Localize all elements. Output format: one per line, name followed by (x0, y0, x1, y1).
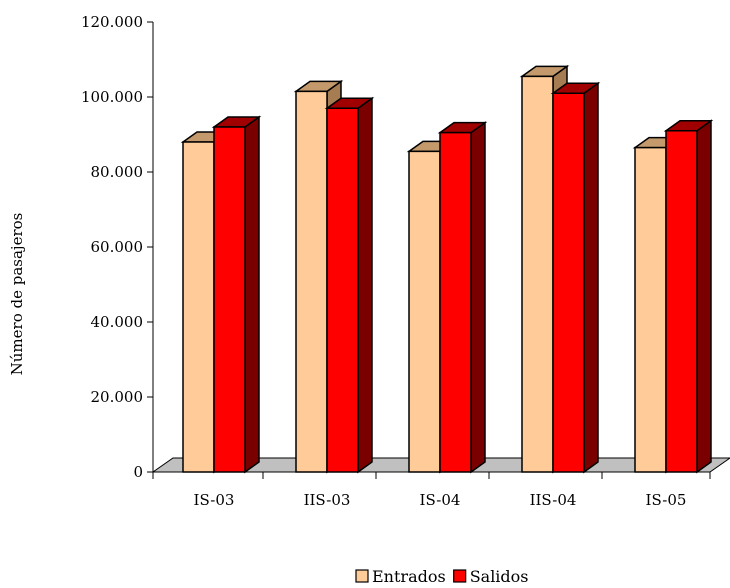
y-axis-label: Número de pasajeros (8, 213, 26, 376)
y-tick-label: 0 (133, 463, 143, 481)
bar-side (696, 119, 712, 474)
legend-swatch (453, 569, 467, 583)
bar-salidos-iis-04 (550, 81, 601, 474)
y-axis: 0 20.000 40.000 60.000 80.000 100.000 120.000 (81, 13, 154, 481)
bar-salidos-is-04 (437, 121, 488, 474)
legend-label: Salidos (470, 567, 529, 586)
y-tick-label: 120.000 (81, 13, 143, 31)
bar-front (326, 107, 359, 473)
x-tick-label: IS-04 (420, 491, 461, 509)
legend-label: Entrados (372, 567, 446, 586)
bar-front (665, 130, 698, 473)
bar-front (213, 126, 246, 473)
bar-side (470, 121, 486, 474)
bar-salidos-is-03 (211, 115, 262, 474)
bar-front (439, 131, 472, 473)
x-tick-label: IIS-04 (530, 491, 577, 509)
bar-side (244, 115, 260, 474)
x-tick-label: IIS-03 (304, 491, 351, 509)
bar-front (521, 75, 554, 473)
x-tick-label: IS-05 (646, 491, 687, 509)
y-tick-label: 20.000 (91, 388, 144, 406)
bar-side (357, 96, 373, 474)
x-axis: IS-03 IIS-03 IS-04 IIS-04 IS-05 (152, 471, 711, 509)
bars (180, 64, 714, 474)
bar-front (408, 150, 441, 473)
bar-salidos-iis-03 (324, 96, 375, 474)
y-tick-label: 40.000 (91, 313, 144, 331)
bar-front (634, 146, 667, 473)
y-tick-label: 60.000 (91, 238, 144, 256)
bar-front (295, 90, 328, 473)
legend-item-salidos: Salidos (453, 567, 529, 586)
y-tick-label: 80.000 (91, 163, 144, 181)
x-tick-label: IS-03 (194, 491, 235, 509)
legend-item-entrados: Entrados (355, 567, 446, 586)
bar-side (583, 81, 599, 474)
y-tick-label: 100.000 (81, 88, 143, 106)
legend: Entrados Salidos (355, 567, 529, 586)
bar-front (182, 141, 215, 473)
bar-salidos-is-05 (663, 119, 714, 474)
legend-swatch (355, 569, 369, 583)
bar-front (552, 92, 585, 473)
